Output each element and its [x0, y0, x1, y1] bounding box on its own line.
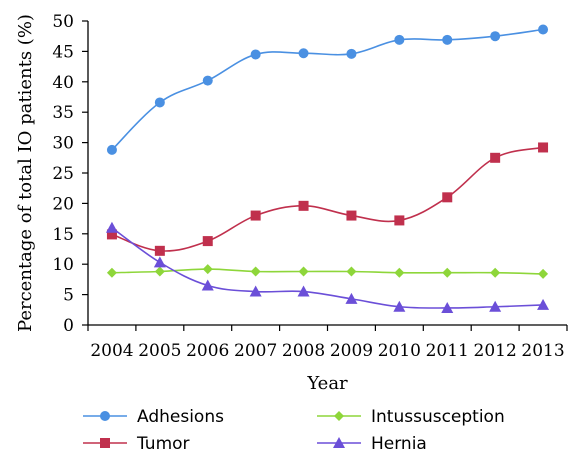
- x-axis-title: Year: [306, 373, 348, 394]
- x-tick-label: 2004: [90, 341, 133, 361]
- data-point-hernia: [393, 300, 406, 312]
- x-tick-label: 2011: [426, 341, 469, 361]
- data-point-adhesions: [538, 24, 549, 35]
- y-tick-label: 0: [63, 316, 74, 336]
- legend-item-intussusception: Intussusception: [317, 407, 505, 427]
- data-point-hernia: [297, 285, 310, 297]
- data-point-intussusception: [346, 266, 357, 277]
- data-point-intussusception: [394, 267, 405, 278]
- data-point-intussusception: [250, 266, 261, 277]
- data-point-intussusception: [442, 267, 453, 278]
- legend-item-adhesions: Adhesions: [83, 407, 224, 427]
- x-tick-label: 2010: [378, 341, 421, 361]
- y-tick-label: 10: [52, 255, 74, 275]
- data-point-hernia: [249, 285, 262, 297]
- plot-markers-layer: [105, 24, 550, 313]
- data-point-adhesions: [490, 31, 501, 42]
- data-point-adhesions: [106, 144, 117, 155]
- data-point-hernia: [537, 298, 550, 310]
- y-tick-label: 35: [52, 103, 74, 123]
- data-point-adhesions: [346, 48, 357, 59]
- data-point-tumor: [298, 200, 309, 211]
- y-tick-label: 30: [52, 134, 74, 154]
- x-tick-label: 2006: [186, 341, 229, 361]
- data-point-tumor: [250, 210, 261, 221]
- x-tick-label: 2009: [330, 341, 373, 361]
- data-point-adhesions: [298, 48, 309, 59]
- data-point-intussusception: [154, 266, 165, 277]
- legend-swatch-marker: [333, 437, 345, 448]
- data-point-hernia: [153, 256, 166, 268]
- data-point-intussusception: [538, 268, 549, 279]
- y-tick-label: 45: [52, 42, 74, 62]
- series-line-hernia: [111, 227, 544, 309]
- legend-item-hernia: Hernia: [317, 434, 427, 454]
- data-point-intussusception: [202, 264, 213, 275]
- x-axis-ticks: 2004 2005 2006 2007 2008 2009 2010 2011 2012 2013: [87, 325, 568, 361]
- legend-swatch-marker: [334, 411, 344, 421]
- data-point-adhesions: [154, 97, 165, 108]
- data-point-hernia: [201, 279, 214, 291]
- data-point-tumor: [106, 229, 117, 240]
- data-point-tumor: [490, 152, 501, 163]
- data-point-hernia: [441, 301, 454, 313]
- legend-label: Adhesions: [137, 407, 224, 427]
- series-line-tumor: [111, 146, 544, 252]
- series-line-intussusception: [111, 268, 544, 275]
- x-tick-label: 2012: [474, 341, 517, 361]
- legend-swatch-marker: [100, 411, 110, 421]
- y-tick-label: 5: [63, 286, 74, 306]
- x-tick-label: 2013: [521, 341, 564, 361]
- data-point-intussusception: [106, 267, 117, 278]
- y-tick-label: 20: [52, 194, 74, 214]
- legend-label: Tumor: [136, 434, 190, 454]
- y-tick-label: 50: [52, 12, 74, 32]
- data-point-intussusception: [490, 267, 501, 278]
- x-tick-label: 2008: [282, 341, 325, 361]
- chart-legend: Adhesions Tumor Intussusception Hernia: [83, 407, 505, 454]
- data-point-adhesions: [250, 49, 261, 60]
- data-point-hernia: [345, 292, 358, 304]
- y-tick-label: 15: [52, 225, 74, 245]
- data-point-tumor: [154, 245, 165, 256]
- data-point-adhesions: [442, 34, 453, 45]
- data-point-hernia: [105, 221, 118, 233]
- data-point-tumor: [442, 192, 453, 203]
- data-point-hernia: [489, 300, 502, 312]
- data-point-adhesions: [202, 75, 213, 86]
- y-axis-ticks: 0 5 10 15 20 25 30 35 40 45 50: [52, 12, 88, 336]
- series-line-adhesions: [111, 28, 544, 151]
- plot-series-layer: [111, 28, 544, 309]
- y-axis-title: Percentage of total IO patients (%): [15, 14, 36, 332]
- data-point-intussusception: [298, 266, 309, 277]
- data-point-adhesions: [394, 34, 405, 45]
- legend-label: Hernia: [371, 434, 427, 454]
- legend-label: Intussusception: [371, 407, 505, 427]
- y-tick-label: 40: [52, 73, 74, 93]
- data-point-tumor: [394, 215, 405, 226]
- data-point-tumor: [538, 142, 549, 153]
- x-tick-label: 2005: [138, 341, 181, 361]
- legend-item-tumor: Tumor: [83, 434, 190, 454]
- data-point-tumor: [346, 210, 357, 221]
- legend-swatch-marker: [100, 438, 110, 448]
- data-point-tumor: [202, 236, 213, 247]
- x-tick-label: 2007: [234, 341, 277, 361]
- y-tick-label: 25: [52, 164, 74, 184]
